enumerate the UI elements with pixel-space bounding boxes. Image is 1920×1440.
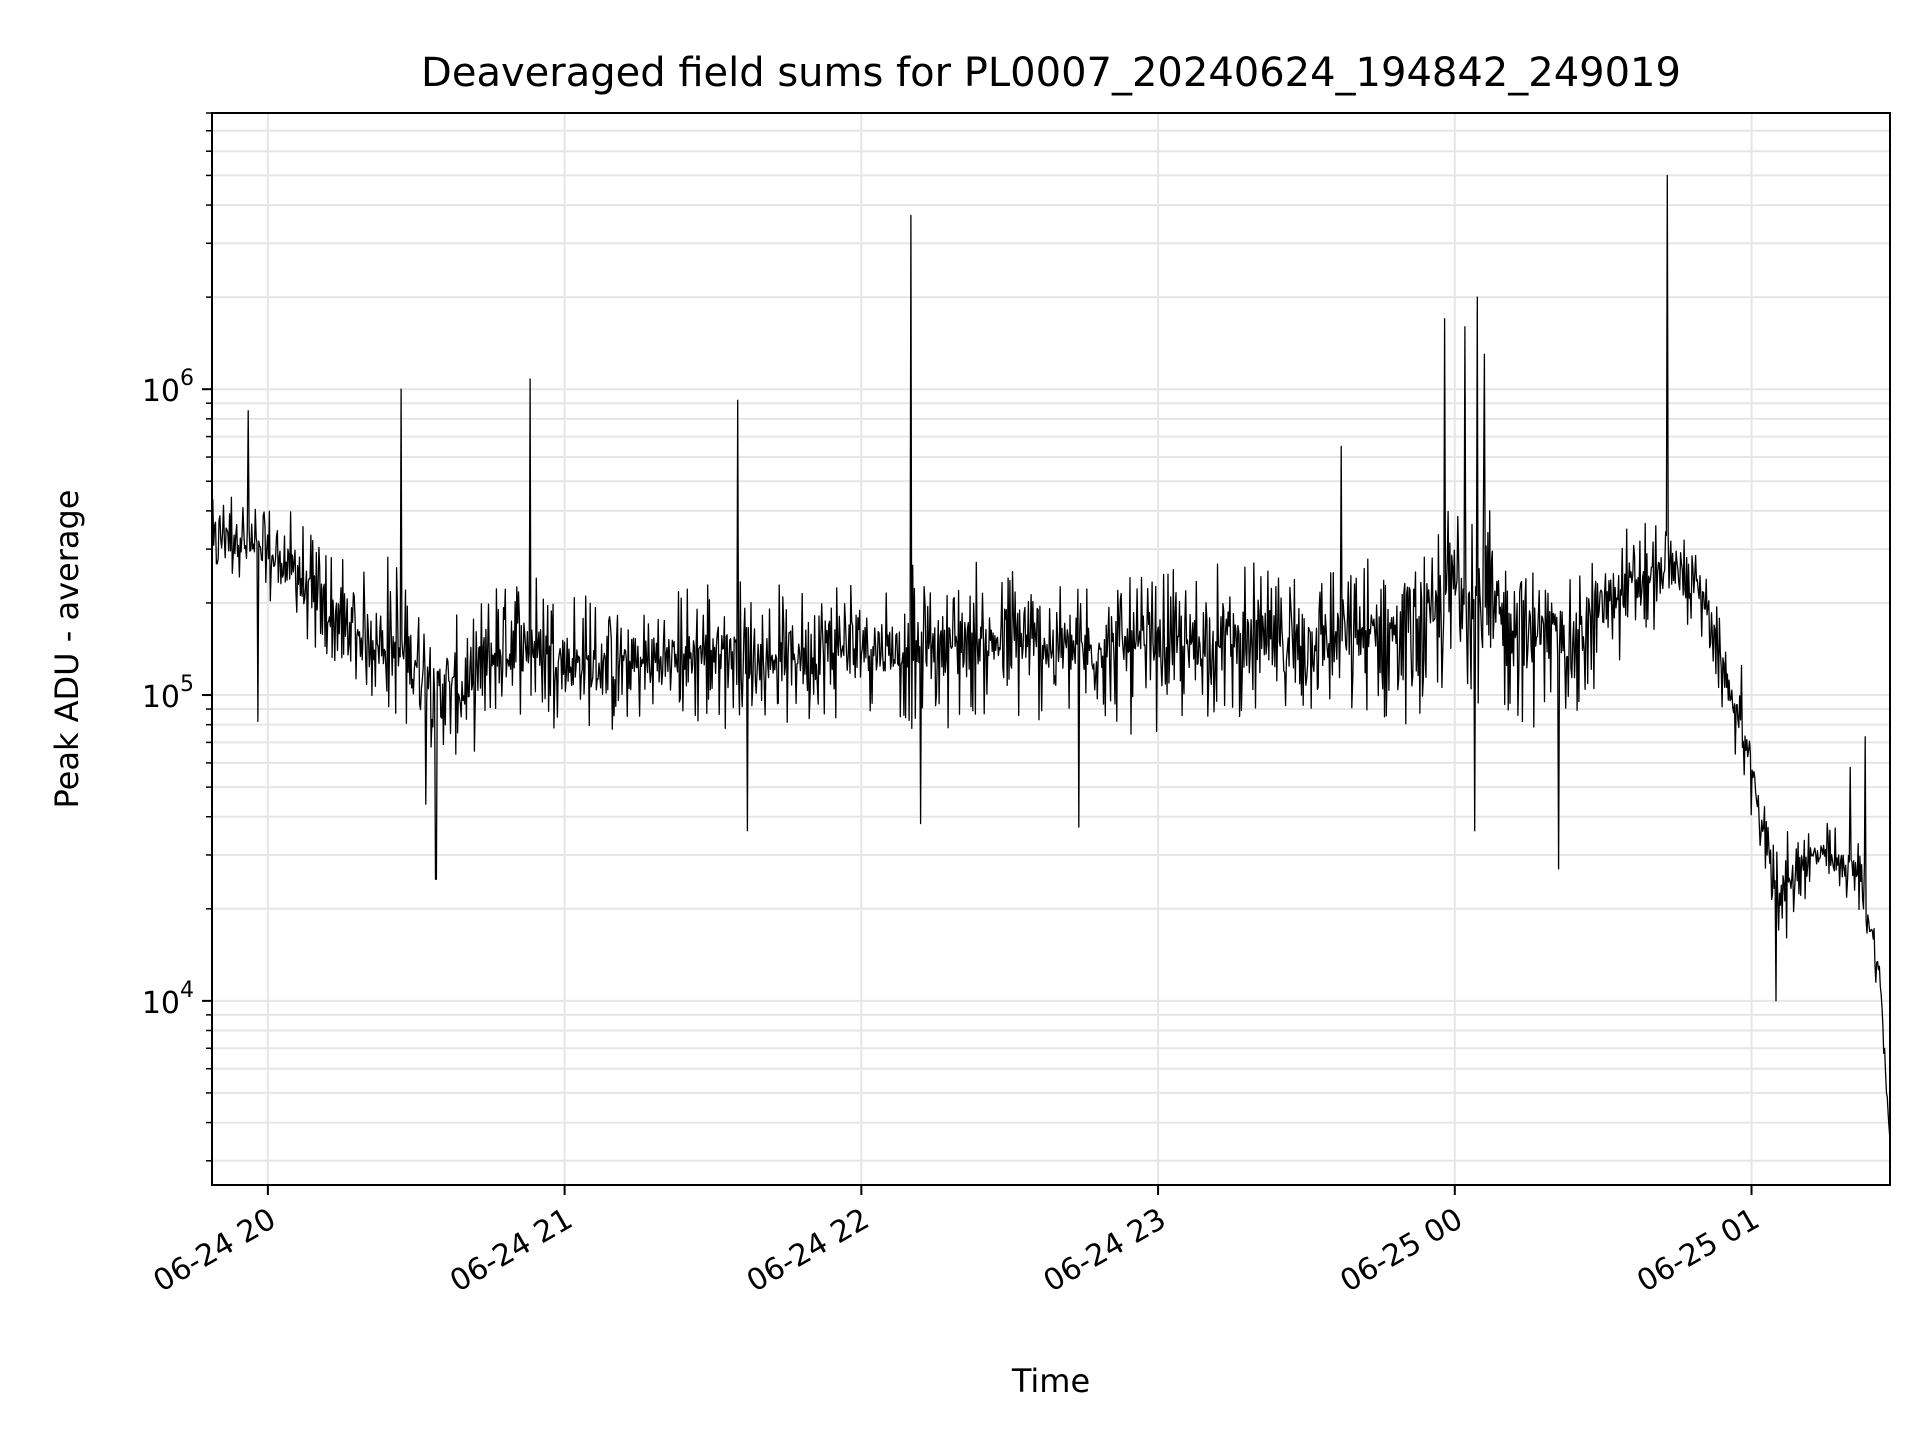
plot-frame: [211, 112, 1891, 1186]
y-axis-label: Peak ADU - average: [48, 490, 86, 809]
y-tick-label: 105: [142, 672, 194, 715]
series-layer: [212, 174, 1890, 1141]
x-axis-label: Time: [1011, 1362, 1090, 1400]
y-tick-label: 104: [142, 978, 194, 1021]
y-tick-label: 106: [142, 366, 194, 409]
grid-layer: [212, 112, 1890, 1185]
chart-title: Deaveraged field sums for PL0007_2024062…: [421, 50, 1681, 96]
series-line: [212, 174, 1890, 1141]
plot-area: [212, 174, 1890, 1141]
